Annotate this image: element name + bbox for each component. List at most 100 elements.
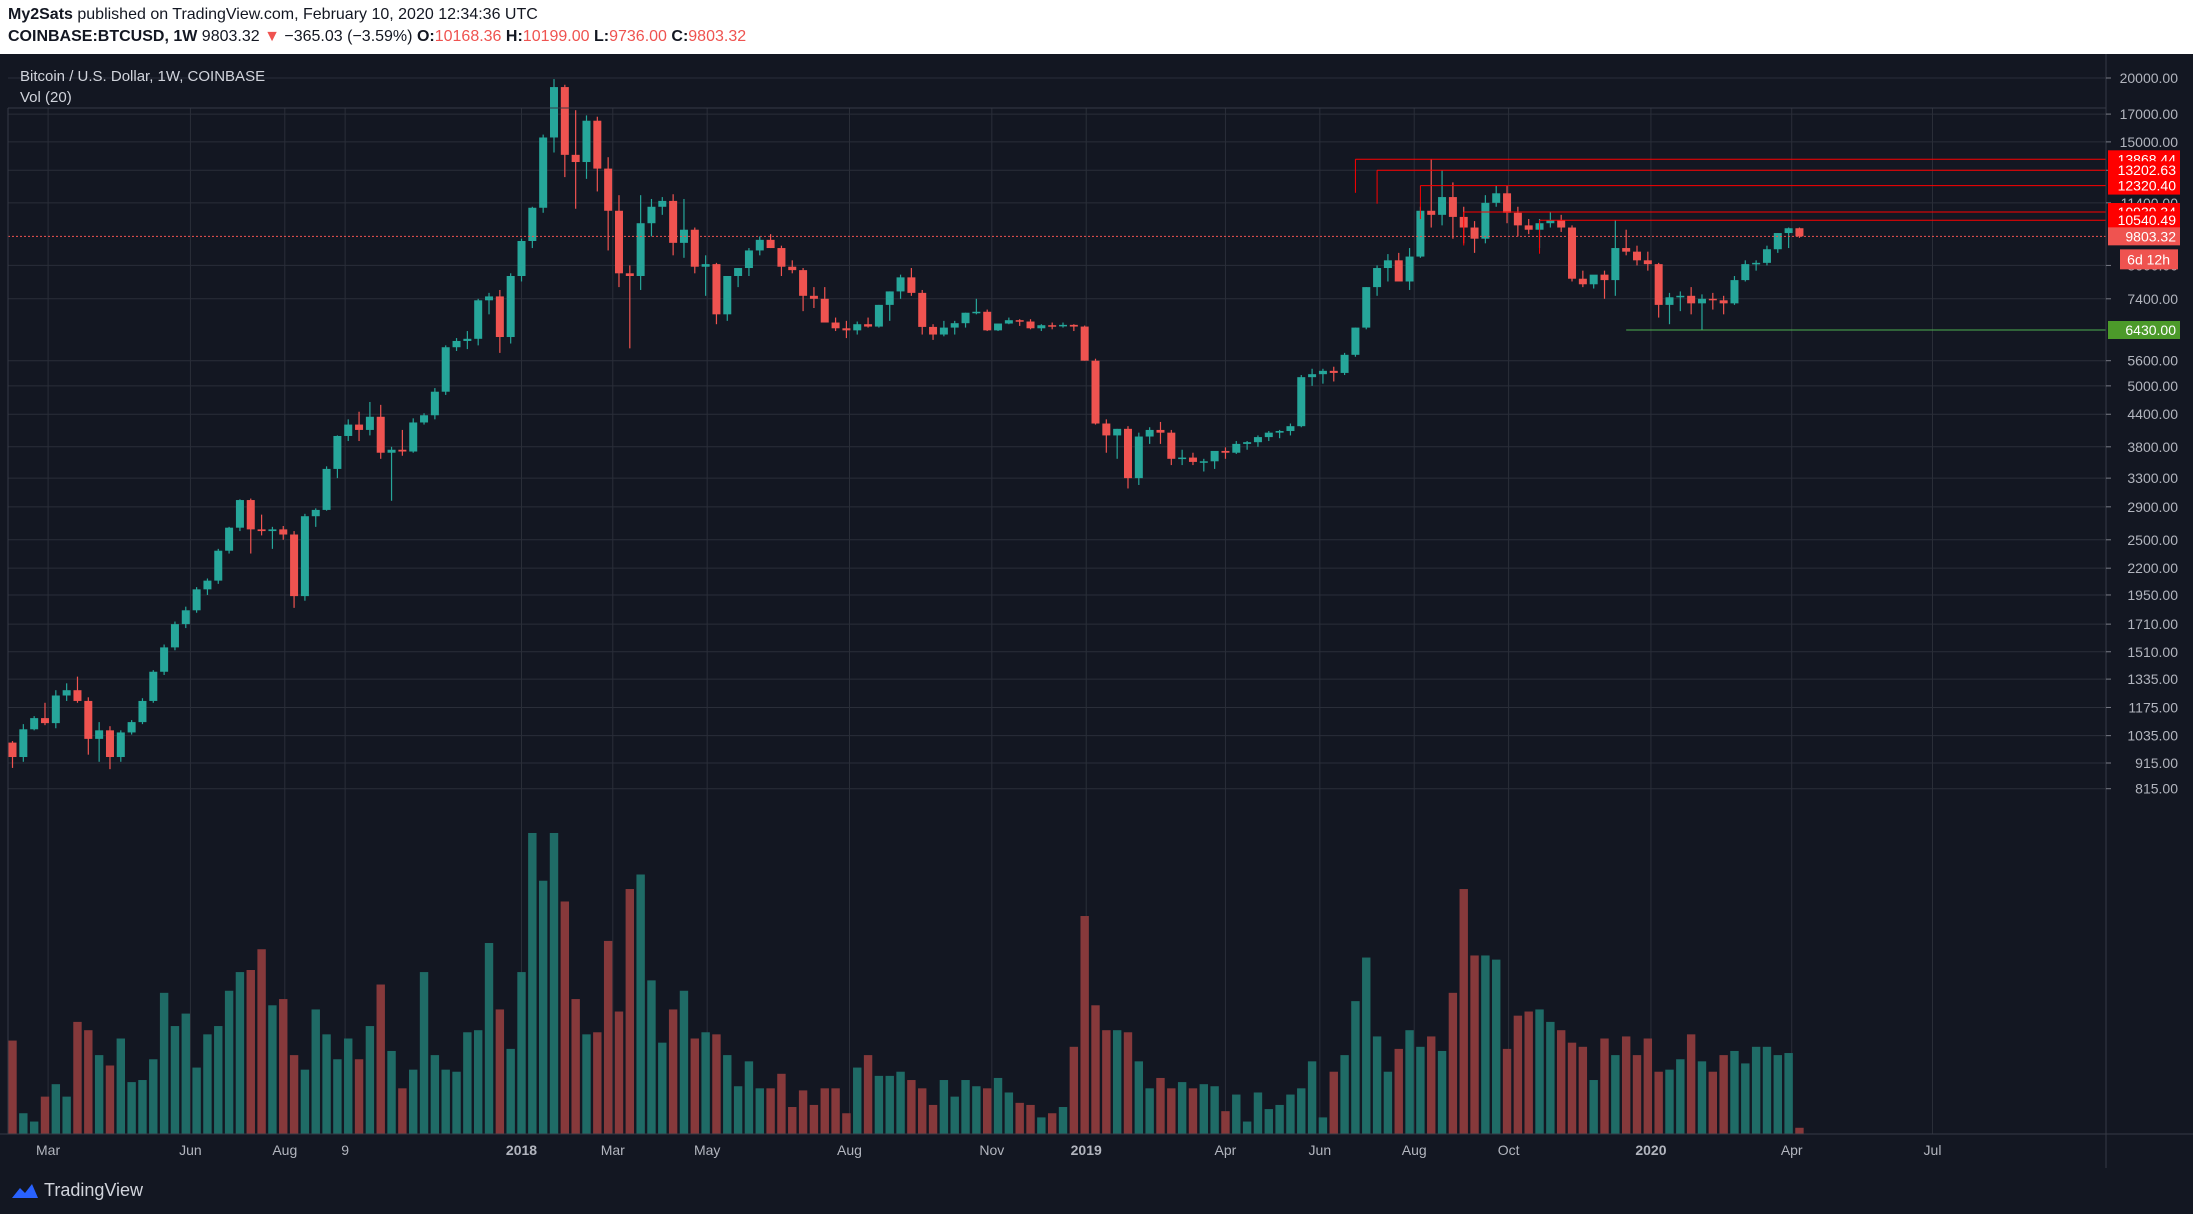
low-value: 9736.00 <box>609 28 667 45</box>
volume-bar <box>679 990 689 1134</box>
candle-body <box>95 730 104 739</box>
candle-body <box>1221 450 1230 453</box>
volume-bar <box>571 999 580 1134</box>
candle-body <box>1795 228 1804 237</box>
price-axis-label: 4400.00 <box>2127 406 2178 422</box>
volume-bar <box>603 940 613 1134</box>
time-axis-label: Apr <box>1215 1142 1237 1158</box>
volume-bar <box>1719 1055 1728 1134</box>
candle-body <box>1427 210 1436 215</box>
price-axis-label: 5000.00 <box>2127 378 2178 394</box>
candle-body <box>127 722 136 733</box>
volume-bar <box>766 1088 775 1134</box>
candle-body <box>831 322 840 329</box>
price-chart[interactable]: 23000.0020000.0017000.0015000.0013200.00… <box>0 54 2193 1168</box>
volume-bar <box>1329 1071 1338 1134</box>
time-axis-label: Oct <box>1498 1142 1520 1158</box>
candle-body <box>658 200 667 207</box>
down-arrow-icon: ▼ <box>264 28 280 45</box>
resistance-label: 10540.49 <box>2118 212 2177 228</box>
candle-body <box>647 206 656 224</box>
tradingview-brand[interactable]: TradingView <box>44 1180 144 1200</box>
volume-bar <box>1210 1086 1219 1134</box>
candle-body <box>777 248 786 267</box>
price-axis-label: 7400.00 <box>2127 291 2178 307</box>
last-price-text: 9803.32 <box>201 28 260 45</box>
volume-bar <box>1643 1038 1653 1134</box>
candle-body <box>1275 431 1284 433</box>
candle-body <box>1123 428 1132 479</box>
volume-bar <box>983 1088 992 1134</box>
candle-body <box>1264 432 1273 438</box>
time-axis-label: May <box>694 1142 720 1158</box>
volume-bar <box>203 1034 212 1134</box>
candle-body <box>571 154 580 163</box>
volume-bar <box>517 972 526 1134</box>
price-axis-label: 5600.00 <box>2127 353 2178 369</box>
volume-bar <box>1221 1111 1230 1134</box>
candle-body <box>1091 360 1100 424</box>
volume-bar <box>831 1088 840 1134</box>
symbol-name: COINBASE:BTCUSD, 1W <box>8 28 198 45</box>
volume-bar <box>1362 957 1371 1134</box>
volume-bar <box>1459 889 1468 1134</box>
volume-bar <box>1340 1055 1349 1134</box>
volume-bar <box>668 1009 678 1134</box>
volume-bar <box>1730 1050 1739 1134</box>
volume-bar <box>1091 1005 1100 1134</box>
candle-body <box>788 266 797 271</box>
price-axis-label: 2200.00 <box>2127 560 2178 576</box>
volume-bar <box>625 889 635 1134</box>
volume-bar <box>1437 1050 1447 1134</box>
candle-body <box>1156 429 1165 433</box>
publish-line: My2Sats published on TradingView.com, Fe… <box>8 6 538 24</box>
volume-bar <box>1546 1021 1555 1134</box>
candle-body <box>149 671 158 701</box>
volume-bar <box>73 1021 82 1134</box>
candle-body <box>669 200 678 243</box>
time-axis[interactable]: Mar Jun Aug 9 2018 Mar May Aug Nov 2019 Apr Jun Aug O… <box>36 1142 1941 1158</box>
volume-bar <box>452 1071 461 1134</box>
volume-bar <box>1026 1104 1035 1134</box>
volume-bar <box>51 1084 61 1134</box>
volume-bar <box>365 1026 375 1134</box>
volume-bar <box>268 1005 277 1134</box>
volume-bar <box>701 1032 710 1134</box>
price-axis-label: 15000.00 <box>2120 134 2179 150</box>
candle-body <box>1524 225 1533 230</box>
volume-bar <box>224 990 234 1134</box>
resistance-label-bg <box>2108 161 2180 180</box>
time-axis-label: Jul <box>1924 1142 1942 1158</box>
candle-body <box>105 730 114 758</box>
volume-bar <box>733 1086 743 1134</box>
volume-bar <box>1654 1071 1663 1134</box>
candle-body <box>1373 268 1382 288</box>
candle-body <box>409 422 418 452</box>
author-name[interactable]: My2Sats <box>8 6 73 23</box>
candle-body <box>625 273 634 277</box>
candle-body <box>1113 428 1122 436</box>
volume-bar <box>636 874 645 1134</box>
symbol-line: COINBASE:BTCUSD, 1W 9803.32 ▼ −365.03 (−… <box>8 28 746 46</box>
volume-bar <box>1416 1046 1425 1134</box>
open-label: O: <box>416 28 435 45</box>
price-axis-label: 2900.00 <box>2127 499 2178 515</box>
candle-body <box>1059 324 1068 327</box>
candle-body <box>365 416 374 430</box>
close-label: C: <box>671 28 689 45</box>
candle-body <box>961 312 970 324</box>
volume-bar <box>1611 1055 1620 1134</box>
volume-bar <box>842 1113 851 1134</box>
volume-bar <box>376 984 385 1134</box>
candle-body <box>1708 298 1717 301</box>
volume-bar <box>1578 1046 1588 1134</box>
volume-bar <box>1427 1036 1436 1134</box>
candle-body <box>506 276 515 338</box>
candle-body <box>452 340 461 348</box>
candle-body <box>441 347 450 392</box>
candle-body <box>1318 370 1327 375</box>
candle-body <box>1589 274 1598 285</box>
volume-bar <box>874 1075 884 1134</box>
candle-body <box>73 690 82 701</box>
candle-body <box>994 323 1003 331</box>
